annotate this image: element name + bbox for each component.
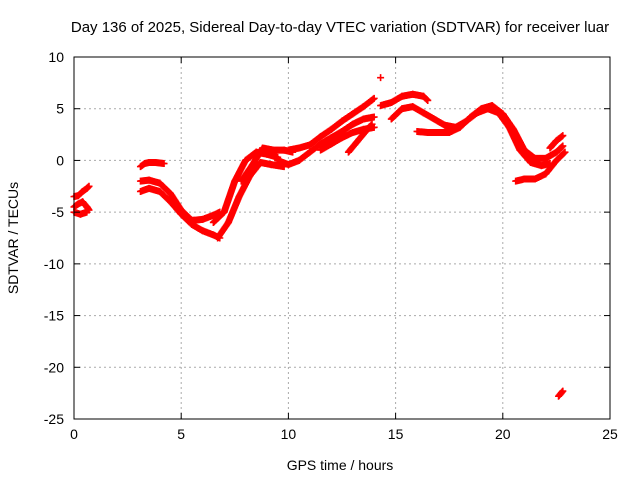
x-tick-label: 10 (281, 426, 297, 442)
data-point (377, 74, 385, 82)
x-tick-label: 15 (388, 426, 404, 442)
data-point (370, 113, 378, 121)
data-points (70, 74, 569, 400)
y-tick-label: 5 (56, 101, 64, 117)
data-point (85, 182, 93, 190)
axis-ticks: 0 5 10 15 20 25 -25 -20 -15 -10 -5 0 5 10 (44, 49, 618, 442)
x-axis-label: GPS time / hours (287, 457, 394, 473)
data-point (83, 208, 91, 216)
y-tick-label: 10 (48, 49, 64, 65)
y-tick-label: -20 (44, 359, 64, 375)
y-axis-label: SDTVAR / TECUs (5, 182, 21, 294)
x-tick-label: 0 (70, 426, 78, 442)
plot-border (73, 56, 611, 420)
data-point (370, 94, 378, 102)
y-tick-label: -5 (52, 204, 65, 220)
data-point (424, 96, 432, 104)
data-point (559, 387, 567, 395)
data-point (560, 149, 568, 157)
x-tick-label: 25 (602, 426, 618, 442)
data-point (423, 96, 431, 104)
data-point (561, 148, 569, 156)
data-point (368, 120, 376, 128)
data-point (559, 132, 567, 140)
data-point (160, 160, 168, 168)
data-point (559, 142, 567, 150)
y-tick-label: 0 (56, 152, 64, 168)
chart-title: Day 136 of 2025, Sidereal Day-to-day VTE… (71, 19, 609, 36)
y-tick-label: -25 (44, 411, 64, 427)
y-tick-label: -15 (44, 308, 64, 324)
x-tick-label: 5 (177, 426, 185, 442)
y-tick-label: -10 (44, 256, 64, 272)
x-tick-label: 20 (495, 426, 511, 442)
